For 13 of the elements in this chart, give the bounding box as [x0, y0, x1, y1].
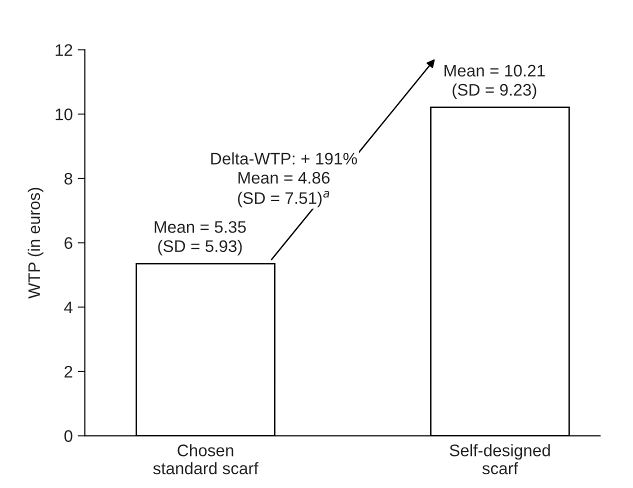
- y-tick-label: 12: [56, 44, 72, 56]
- annotation: Mean = 5.35 (SD = 5.93): [154, 221, 246, 256]
- y-tick-label: 2: [64, 366, 72, 378]
- annotation: Mean = 10.21 (SD = 9.23): [444, 64, 545, 100]
- y-axis-title: WTP (in euros): [28, 188, 44, 299]
- x-tick-label: Self-designed scarf: [450, 444, 550, 474]
- y-tick-label: 6: [64, 237, 72, 249]
- y-tick-label: 0: [64, 430, 72, 442]
- y-tick-label: 4: [64, 302, 73, 314]
- y-tick-label: 8: [64, 172, 72, 185]
- y-tick-label: 10: [56, 108, 72, 120]
- x-tick-label: Chosen standard scarf: [153, 444, 258, 474]
- annotation: Delta-WTP: + 191% Mean = 4.86 (SD = 7.51)$^{a}$: [211, 152, 357, 208]
